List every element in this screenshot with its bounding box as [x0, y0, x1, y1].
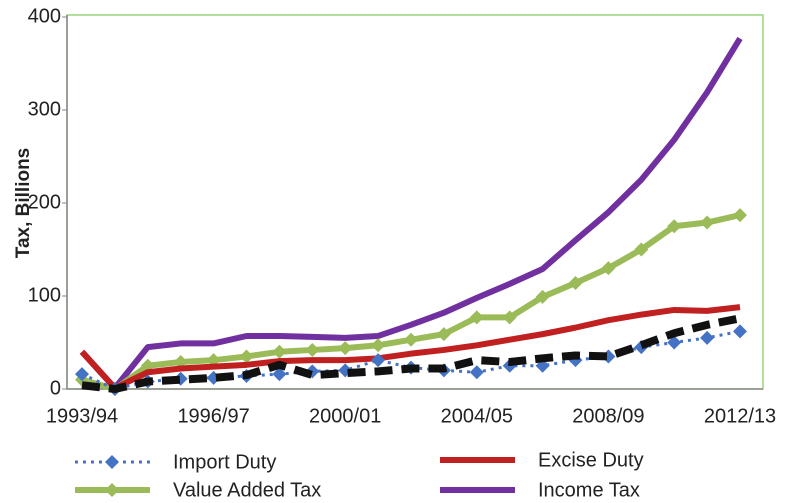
point-marker: [667, 219, 682, 234]
series-line: [79, 36, 743, 392]
point-marker: [469, 365, 484, 380]
point-marker: [272, 367, 287, 382]
y-tick-label: 0: [50, 377, 61, 399]
y-tick-label: 300: [28, 98, 61, 120]
plot-frame: [66, 14, 764, 390]
point-marker: [436, 327, 451, 342]
point-marker: [634, 242, 649, 257]
x-tick-label: 1996/97: [177, 405, 249, 427]
point-marker: [502, 310, 517, 325]
series-line: [81, 314, 741, 393]
point-marker: [667, 335, 682, 350]
x-tick-label: 2000/01: [309, 405, 381, 427]
point-marker: [469, 310, 484, 325]
point-marker: [338, 341, 353, 356]
point-marker: [404, 332, 418, 347]
point-marker: [568, 275, 583, 290]
point-marker: [75, 367, 89, 382]
point-marker: [371, 353, 386, 368]
y-axis-label: Tax, Billions: [13, 148, 34, 259]
point-marker: [305, 342, 320, 357]
legend-label: Income Tax: [538, 479, 640, 501]
x-tick-label: 2004/05: [441, 405, 513, 427]
legend-marker: [105, 483, 119, 497]
series-line: [79, 304, 741, 392]
legend: Income Tax Value Added Tax Excise Duty Impo…: [75, 449, 644, 501]
point-marker: [700, 330, 715, 345]
legend-label: Value Added Tax: [173, 479, 321, 501]
y-tick-label: 200: [28, 191, 61, 213]
legend-label: Import Duty: [173, 451, 276, 473]
point-marker: [371, 338, 386, 353]
x-tick-label: 2008/09: [572, 405, 644, 427]
legend-marker: [105, 455, 119, 469]
point-marker: [535, 289, 550, 304]
y-tick-label: 100: [28, 284, 61, 306]
point-marker: [601, 261, 616, 276]
point-marker: [733, 324, 747, 339]
legend-label: Excise Duty: [538, 449, 644, 471]
point-marker: [700, 215, 715, 230]
y-tick-label: 400: [28, 5, 61, 27]
x-tick-label: 2012/13: [704, 405, 776, 427]
point-marker: [733, 208, 747, 223]
point-marker: [239, 349, 254, 364]
point-marker: [272, 344, 287, 359]
x-tick-label: 1993/94: [46, 405, 118, 427]
